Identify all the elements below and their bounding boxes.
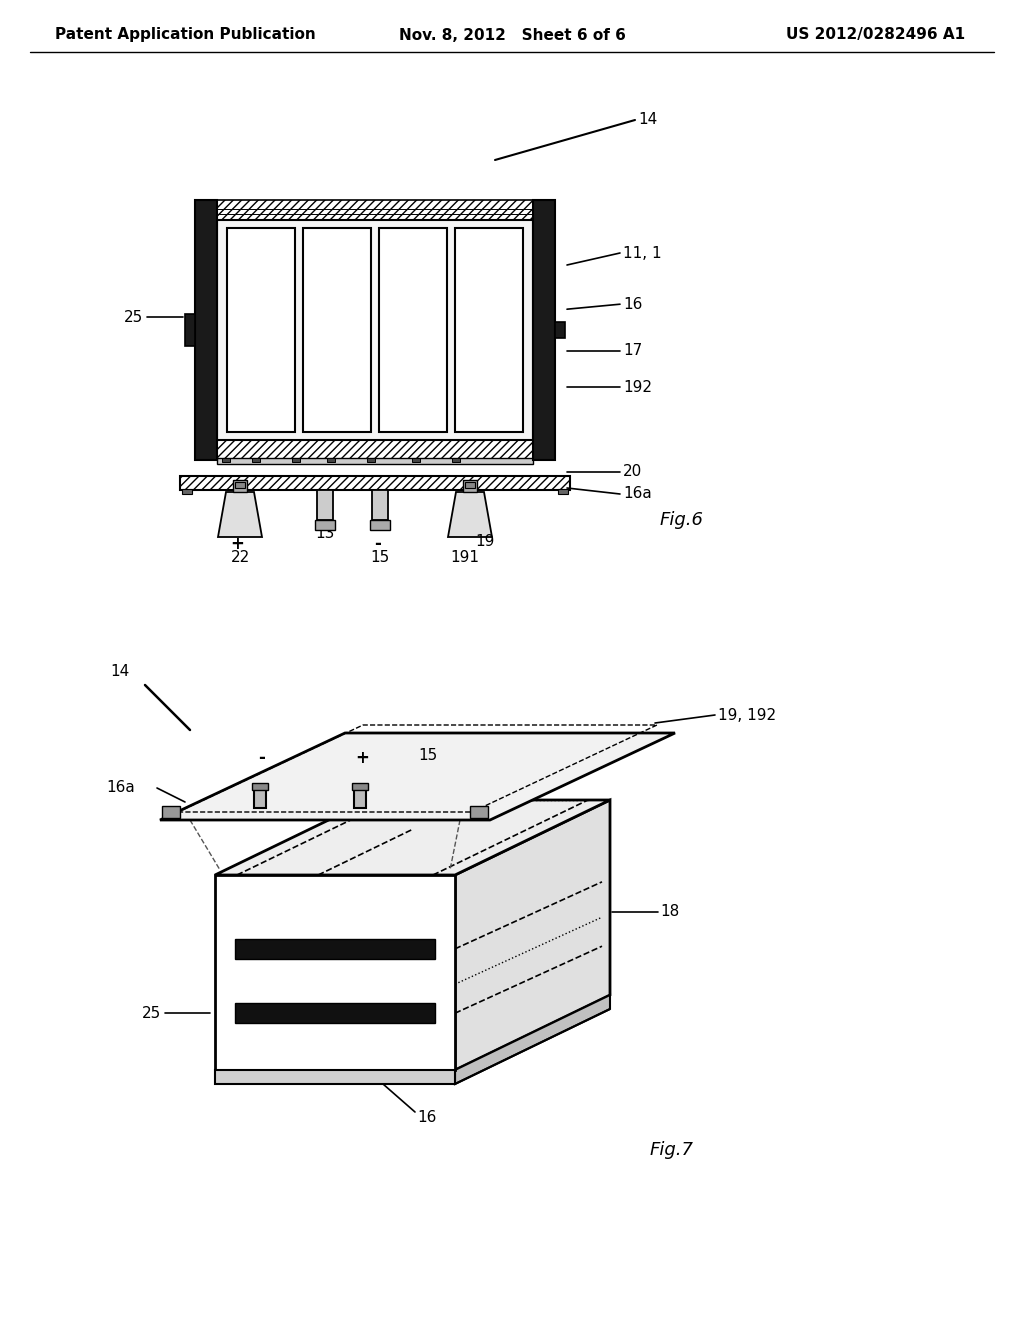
Bar (315, 520, 335, 531)
Bar (465, 482, 475, 488)
Bar (292, 458, 300, 462)
Text: 14: 14 (638, 112, 657, 128)
Polygon shape (218, 492, 262, 537)
Text: 20: 20 (623, 465, 642, 479)
Bar (367, 458, 375, 462)
Text: 15: 15 (418, 747, 437, 763)
Polygon shape (215, 800, 610, 875)
Bar (234, 1003, 435, 1023)
Polygon shape (455, 1008, 610, 1084)
Polygon shape (455, 800, 610, 1071)
Bar (215, 875, 455, 1071)
Text: 191: 191 (451, 549, 479, 565)
Text: 13: 13 (315, 527, 335, 541)
Bar (470, 807, 488, 818)
Bar (252, 783, 268, 789)
Bar (180, 477, 570, 490)
Bar (217, 201, 534, 220)
Bar (254, 785, 266, 808)
Bar (372, 490, 388, 520)
Bar (234, 482, 245, 488)
Bar (217, 440, 534, 459)
Text: +: + (355, 748, 369, 767)
Bar (327, 458, 335, 462)
Text: US 2012/0282496 A1: US 2012/0282496 A1 (785, 28, 965, 42)
Bar (379, 228, 447, 432)
Text: 14: 14 (110, 664, 129, 680)
Bar (303, 228, 371, 432)
Bar (455, 228, 523, 432)
Bar (162, 807, 180, 818)
Bar (534, 201, 555, 459)
Bar (222, 458, 230, 462)
Text: +: + (230, 535, 244, 553)
Polygon shape (455, 995, 610, 1084)
Text: Nov. 8, 2012   Sheet 6 of 6: Nov. 8, 2012 Sheet 6 of 6 (398, 28, 626, 42)
Bar (182, 488, 193, 494)
Text: 17: 17 (623, 343, 642, 358)
Text: -: - (259, 748, 265, 767)
Text: 15: 15 (371, 549, 389, 565)
Bar (234, 939, 435, 958)
Bar (195, 201, 217, 459)
Bar (463, 480, 477, 492)
Polygon shape (160, 733, 675, 820)
Text: 25: 25 (141, 1006, 161, 1020)
Text: 16: 16 (417, 1110, 436, 1125)
Bar (555, 322, 565, 338)
Bar (217, 220, 534, 440)
Text: 18: 18 (660, 904, 679, 919)
Bar (233, 480, 247, 492)
Text: 16a: 16a (106, 780, 135, 796)
Text: 19, 192: 19, 192 (718, 708, 776, 722)
Text: 25: 25 (124, 309, 143, 325)
Text: 16a: 16a (623, 487, 651, 502)
Bar (215, 1071, 455, 1084)
Text: Patent Application Publication: Patent Application Publication (55, 28, 315, 42)
Polygon shape (449, 492, 492, 537)
Bar (185, 314, 195, 346)
Text: 11, 1: 11, 1 (623, 246, 662, 260)
Bar (370, 520, 390, 531)
Text: 16: 16 (623, 297, 642, 312)
Text: 192: 192 (623, 380, 652, 395)
Bar (227, 228, 295, 432)
Bar (352, 783, 368, 789)
Text: 22: 22 (230, 549, 250, 565)
Text: Fig.7: Fig.7 (650, 1140, 694, 1159)
Text: 19: 19 (475, 535, 495, 549)
Text: -: - (375, 535, 381, 553)
Bar (252, 458, 260, 462)
Text: Fig.6: Fig.6 (660, 511, 705, 529)
Bar (412, 458, 420, 462)
Bar (217, 458, 534, 465)
Bar (317, 490, 333, 520)
Bar (354, 785, 366, 808)
Bar (558, 488, 568, 494)
Bar (452, 458, 460, 462)
